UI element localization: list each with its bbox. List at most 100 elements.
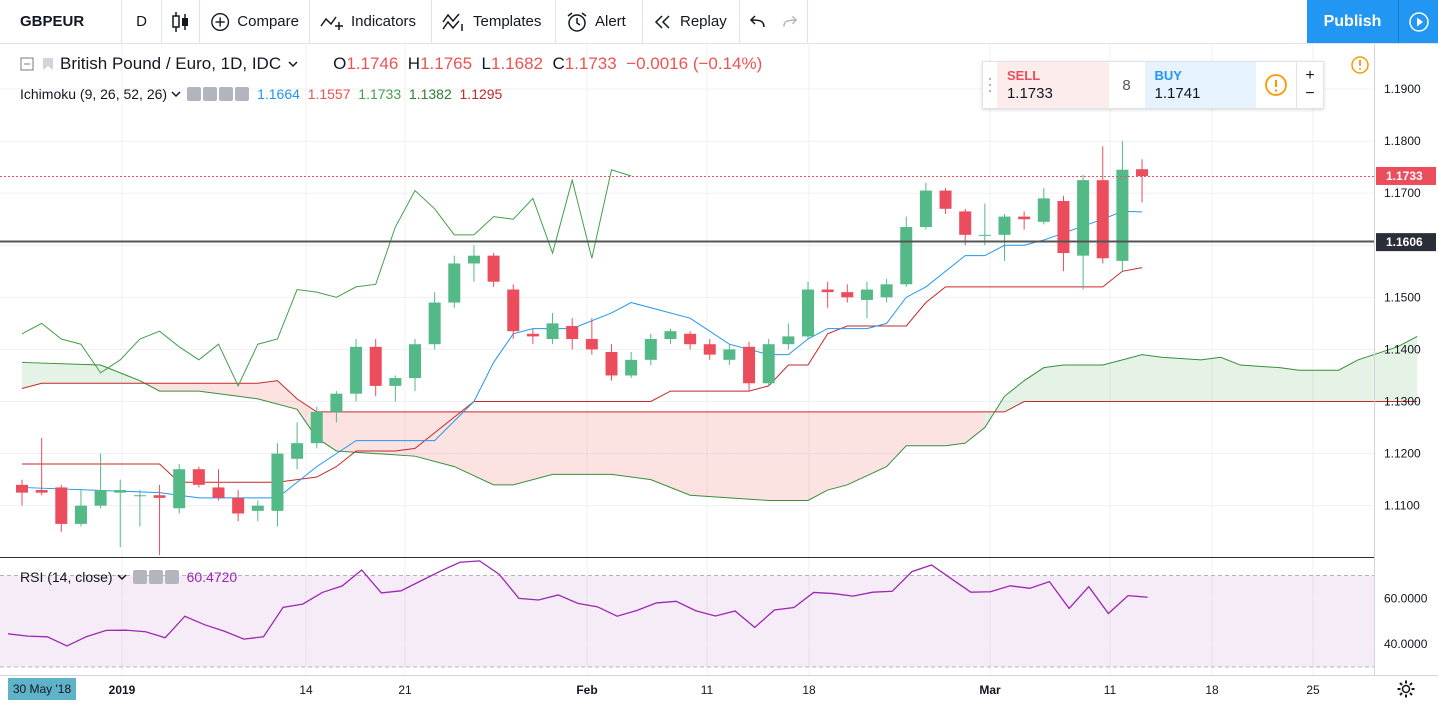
replay-icon — [654, 14, 670, 29]
candle-down — [605, 352, 618, 376]
cloud-bear-segment — [238, 383, 258, 399]
cursor-date: 30 May '18 — [12, 682, 72, 696]
cloud-bull-segment — [1004, 380, 1025, 412]
source-code-icon[interactable] — [219, 87, 234, 101]
time-tick: 18 — [1205, 683, 1219, 697]
cloud-bull-segment — [1220, 357, 1241, 402]
chart-style-button[interactable] — [162, 0, 200, 43]
ichimoku-value-3: 1.1733 — [358, 86, 402, 102]
undo-icon — [749, 14, 765, 27]
candle-down — [1018, 216, 1031, 220]
sell-price: 1.1733 — [1006, 85, 1053, 102]
cloud-bear-segment — [749, 411, 769, 501]
cloud-bear-segment — [709, 411, 730, 498]
candle-up — [389, 378, 402, 386]
drag-handle[interactable] — [983, 62, 997, 108]
cloud-bull-segment — [1142, 354, 1162, 402]
cloud-bear-segment — [631, 411, 651, 480]
candle-up — [723, 349, 736, 360]
templates-button[interactable]: Templates — [432, 0, 556, 43]
close-value: 1.1733 — [564, 54, 617, 73]
settings-icon[interactable] — [148, 570, 163, 584]
line-price-badge: 1.1606 — [1386, 235, 1423, 249]
candle-up — [782, 336, 795, 345]
cloud-bull-segment — [1122, 354, 1143, 402]
time-tick: Mar — [979, 683, 1001, 697]
symbol-search-button[interactable]: GBPEUR — [0, 0, 122, 43]
candle-down — [959, 211, 972, 235]
cloud-bear-segment — [434, 411, 455, 467]
ichimoku-label[interactable]: Ichimoku (9, 26, 52, 26) — [20, 86, 168, 102]
candle-down — [55, 487, 68, 524]
cloud-bull-segment — [1397, 336, 1418, 402]
sell-button[interactable]: SELL 1.1733 — [996, 62, 1109, 108]
publish-button[interactable]: Publish — [1307, 0, 1398, 43]
candle-down — [939, 190, 952, 209]
ichimoku-cloud — [22, 336, 1418, 501]
plus-icon[interactable]: + — [1305, 67, 1315, 84]
cloud-bear-segment — [336, 411, 357, 453]
time-tick: 18 — [802, 683, 816, 697]
ichimoku-legend: Ichimoku (9, 26, 52, 26) 1.1664 1.1557 1… — [20, 86, 502, 102]
cloud-bear-segment — [808, 411, 828, 501]
minus-icon[interactable]: − — [1305, 85, 1315, 102]
symbol-description[interactable]: British Pound / Euro, 1D, IDC — [60, 54, 282, 73]
redo-button[interactable] — [774, 0, 808, 43]
cloud-bear-segment — [257, 380, 278, 405]
alert-button[interactable]: Alert — [556, 0, 643, 43]
visibility-icon[interactable] — [187, 87, 202, 101]
sell-label: SELL — [1006, 68, 1041, 83]
candle-up — [448, 263, 461, 303]
price-tick: 1.1900 — [1384, 82, 1421, 96]
open-value: 1.1746 — [346, 54, 399, 73]
buy-button[interactable]: BUY 1.1741 — [1144, 62, 1257, 108]
resolution-label: D — [136, 13, 147, 30]
high-label: H — [407, 54, 421, 73]
candle-down — [841, 292, 854, 298]
info-button[interactable] — [1256, 62, 1296, 108]
cloud-bull-segment — [1083, 365, 1103, 402]
play-button[interactable] — [1398, 0, 1438, 43]
gear-icon[interactable] — [1396, 679, 1416, 699]
resolution-button[interactable]: D — [122, 0, 162, 43]
candle-up — [998, 216, 1011, 235]
cloud-bear-segment — [729, 411, 750, 500]
warning-icon[interactable] — [1350, 55, 1370, 75]
candle-down — [1096, 180, 1109, 259]
undo-button[interactable] — [740, 0, 774, 43]
visibility-icon[interactable] — [132, 570, 147, 584]
high-value: 1.1765 — [420, 54, 473, 73]
rsi-tick: 60.0000 — [1384, 591, 1428, 605]
price-tick: 1.1300 — [1384, 395, 1421, 409]
candle-down — [566, 325, 579, 339]
settings-icon[interactable] — [203, 87, 218, 101]
rsi-label[interactable]: RSI (14, close) — [20, 569, 113, 585]
candles — [16, 141, 1149, 556]
chikou-span-line — [21, 169, 632, 388]
cloud-bear-segment — [552, 411, 573, 475]
change-value: −0.0016 (−0.14%) — [626, 54, 763, 73]
close-icon[interactable] — [235, 87, 250, 101]
quantity-field[interactable]: 8 — [1109, 62, 1145, 108]
compare-button[interactable]: Compare — [200, 0, 310, 43]
rsi-line — [7, 560, 1148, 647]
cloud-bear-segment — [375, 411, 396, 455]
cloud-bear-segment — [572, 411, 592, 475]
cloud-bear-segment — [159, 383, 180, 392]
price-scale[interactable] — [1374, 44, 1438, 675]
time-tick: 11 — [1104, 683, 1117, 697]
cloud-bull-segment — [100, 365, 121, 384]
chevron-down-icon[interactable] — [171, 90, 181, 98]
chevron-down-icon[interactable] — [117, 573, 127, 581]
collapse-icon[interactable] — [20, 57, 34, 71]
cloud-bear-segment — [356, 411, 376, 454]
cloud-bull-segment — [41, 363, 62, 384]
close-icon[interactable] — [164, 570, 179, 584]
replay-button[interactable]: Replay — [643, 0, 740, 43]
chevron-down-icon[interactable] — [287, 59, 299, 69]
indicators-button[interactable]: Indicators — [310, 0, 432, 43]
time-axis-labels: 2019 14 21 Feb 11 18 Mar 11 18 25 — [109, 683, 1320, 697]
buy-label: BUY — [1154, 68, 1182, 83]
grip-icon — [988, 77, 992, 93]
